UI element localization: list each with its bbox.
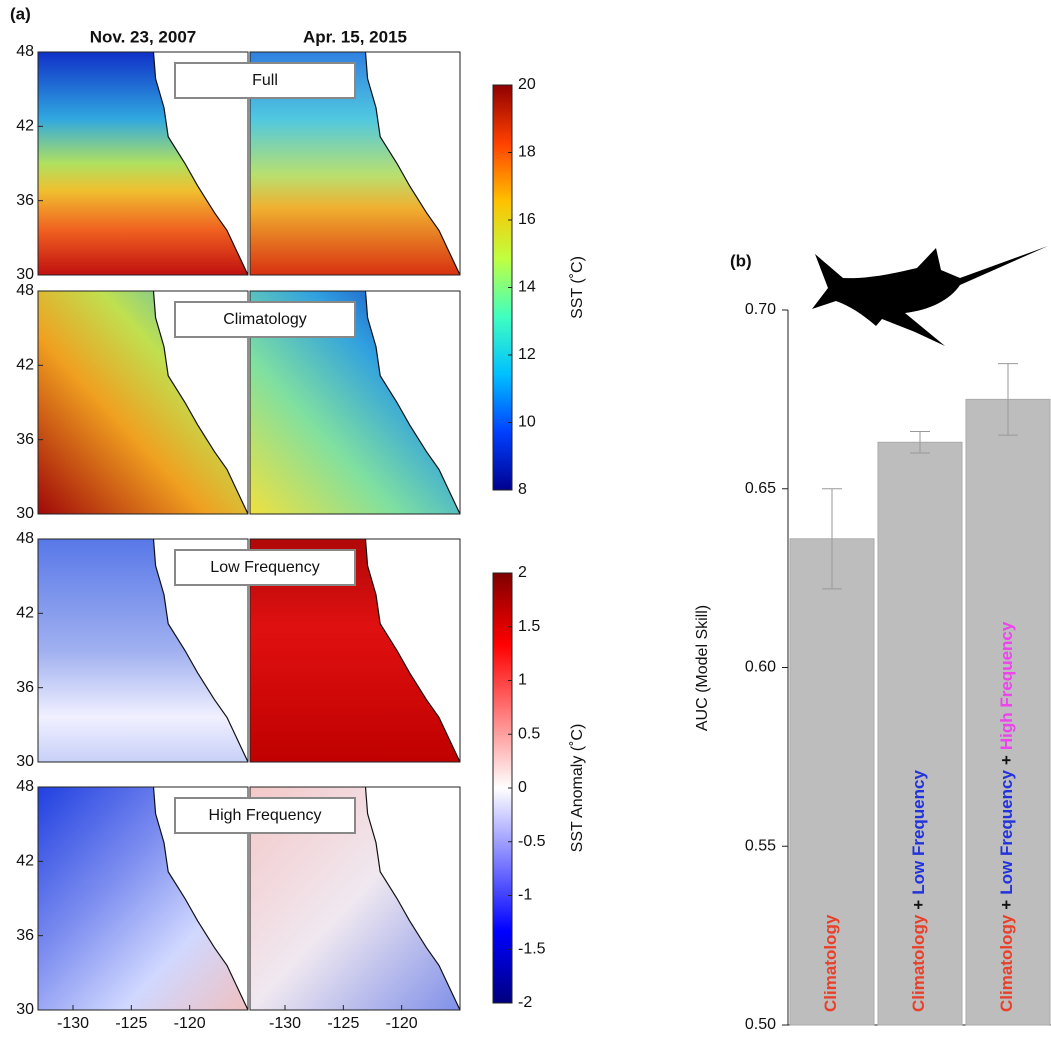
- row-label: Climatology: [223, 311, 307, 328]
- colorbar-tick-label: 14: [518, 279, 536, 296]
- x-tick-label: -120: [174, 1015, 206, 1032]
- colorbar-tick-label: -0.5: [518, 833, 546, 850]
- category-term: Low Frequency: [997, 770, 1016, 895]
- bar: [965, 398, 1051, 1026]
- y-tick-label: 0.70: [745, 301, 776, 318]
- row-label-box: [174, 301, 356, 338]
- y-tick-label: 42: [16, 357, 34, 374]
- category-term: +: [909, 900, 928, 910]
- swordfish-icon: [812, 246, 1048, 346]
- colorbar-tick-label: 1.5: [518, 618, 540, 635]
- land: [153, 52, 248, 275]
- y-tick-label: 30: [16, 753, 34, 770]
- y-tick-label: 36: [16, 927, 34, 944]
- category-label: Climatology: [821, 914, 840, 1012]
- y-tick-label: 0.55: [745, 837, 776, 854]
- coastline: [152, 290, 249, 515]
- colorbar-tick-label: 10: [518, 414, 536, 431]
- category-label: Climatology + Low Frequency + High Frequency: [997, 621, 1016, 1012]
- y-tick-label: 48: [16, 282, 34, 299]
- land: [365, 291, 460, 514]
- coastline: [152, 786, 249, 1011]
- y-tick-label: 42: [16, 118, 34, 135]
- map-frame: [249, 290, 461, 515]
- category-term: Low Frequency: [909, 770, 928, 895]
- coastline: [364, 538, 461, 763]
- x-tick-label: -130: [269, 1015, 301, 1032]
- y-tick-label: 36: [16, 431, 34, 448]
- row-label-box: [174, 62, 356, 99]
- colorbar-tick-label: 1: [518, 672, 527, 689]
- colorbar-tick-label: 12: [518, 346, 536, 363]
- y-tick-label: 36: [16, 192, 34, 209]
- colorbar-tick-label: 16: [518, 211, 536, 228]
- y-tick-label: 0.65: [745, 480, 776, 497]
- map-frame: [37, 290, 249, 515]
- y-tick-label: 0.50: [745, 1016, 776, 1033]
- y-tick-label: 0.60: [745, 659, 776, 676]
- y-tick-label: 42: [16, 853, 34, 870]
- y-tick-label: 48: [16, 778, 34, 795]
- y-tick-label: 42: [16, 605, 34, 622]
- row-label: Low Frequency: [210, 559, 319, 576]
- x-tick-label: -125: [327, 1015, 359, 1032]
- x-tick-label: -125: [115, 1015, 147, 1032]
- land: [365, 787, 460, 1010]
- colorbar-tick-label: -1.5: [518, 940, 546, 957]
- coastline: [152, 538, 249, 763]
- colorbar-tick-label: -2: [518, 994, 532, 1011]
- land: [153, 787, 248, 1010]
- coastline: [152, 51, 249, 276]
- category-term: Climatology: [997, 914, 1016, 1012]
- y-tick-label: 30: [16, 505, 34, 522]
- colorbar-tick-label: 20: [518, 76, 536, 93]
- map-frame: [37, 786, 249, 1011]
- column-title: Nov. 23, 2007: [90, 27, 196, 46]
- colorbar-label: SST (˚C): [569, 256, 586, 319]
- map-frame: [37, 538, 249, 763]
- x-tick-label: -130: [57, 1015, 89, 1032]
- row-label: High Frequency: [209, 807, 322, 824]
- colorbar-tick-label: 2: [518, 564, 527, 581]
- row-label: Full: [252, 72, 278, 89]
- row-label-box: [174, 797, 356, 834]
- y-tick-label: 36: [16, 679, 34, 696]
- coastline: [364, 786, 461, 1011]
- y-tick-label: 48: [16, 530, 34, 547]
- bar: [877, 441, 963, 1026]
- bar: [789, 538, 875, 1026]
- panel-label: (b): [730, 251, 752, 270]
- coastline: [364, 290, 461, 515]
- map-frame: [249, 538, 461, 763]
- panel-label: (a): [10, 4, 31, 23]
- category-term: Climatology: [821, 914, 840, 1012]
- map-frame: [249, 51, 461, 276]
- row-label-box: [174, 549, 356, 586]
- category-term: Climatology: [909, 914, 928, 1012]
- map-frame: [249, 786, 461, 1011]
- category-label: Climatology + Low Frequency: [909, 770, 928, 1012]
- map-frame: [37, 51, 249, 276]
- x-tick-label: -120: [386, 1015, 418, 1032]
- y-tick-label: 30: [16, 1001, 34, 1018]
- land: [153, 291, 248, 514]
- category-term: +: [997, 900, 1016, 910]
- land: [153, 539, 248, 762]
- colorbar-tick-label: 0.5: [518, 725, 540, 742]
- coastline: [364, 51, 461, 276]
- category-term: High Frequency: [997, 621, 1016, 750]
- colorbar-tick-label: 8: [518, 481, 527, 498]
- colorbar-tick-label: -1: [518, 887, 532, 904]
- colorbar-tick-label: 18: [518, 144, 536, 161]
- y-axis-label: AUC (Model Skill): [694, 605, 711, 731]
- column-title: Apr. 15, 2015: [303, 27, 407, 46]
- category-term: +: [997, 755, 1016, 765]
- land: [365, 539, 460, 762]
- y-tick-label: 48: [16, 43, 34, 60]
- land: [365, 52, 460, 275]
- colorbar-tick-label: 0: [518, 779, 527, 796]
- y-tick-label: 30: [16, 266, 34, 283]
- colorbar-label: SST Anomaly (˚C): [569, 724, 586, 853]
